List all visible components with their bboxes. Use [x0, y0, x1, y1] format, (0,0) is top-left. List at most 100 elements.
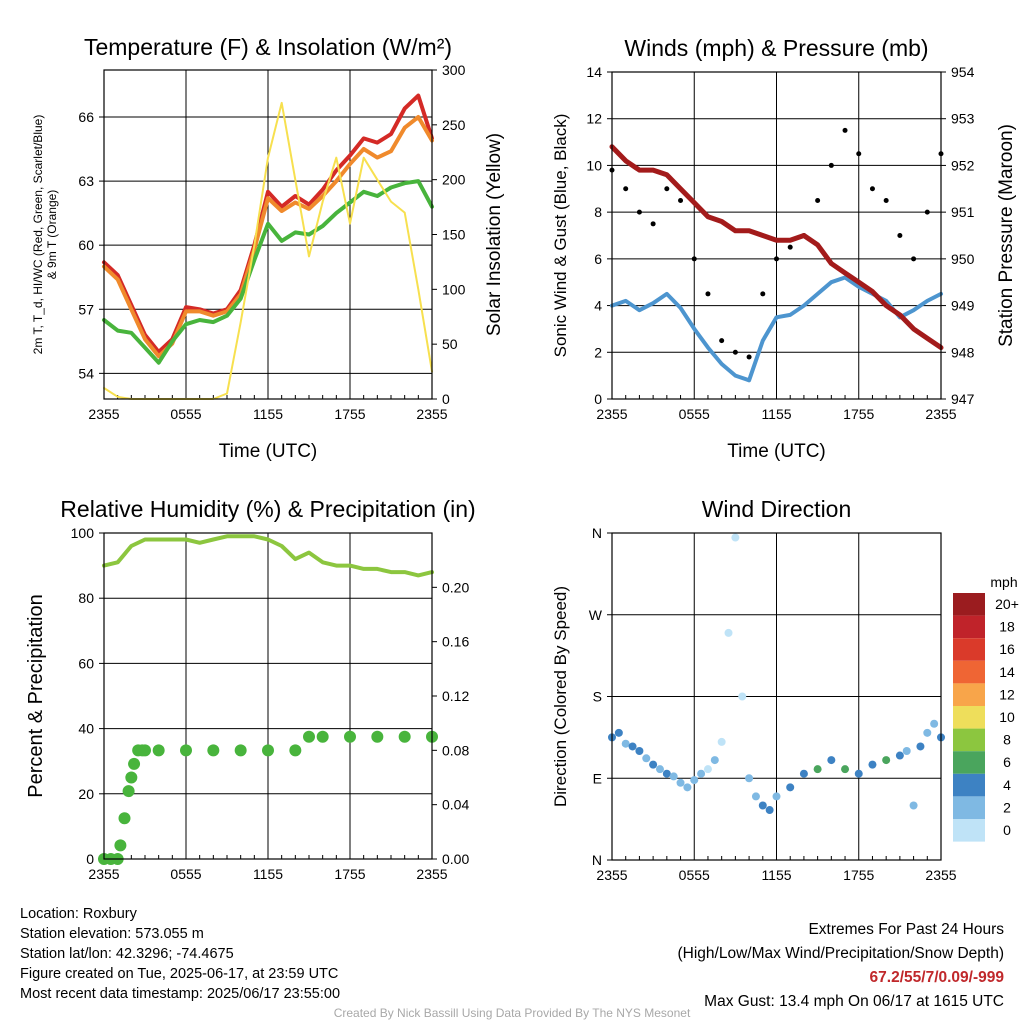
- wind-direction-point: [930, 719, 939, 728]
- y-axis-label: 2m T, T_d, HI/WC (Red, Green, Scarlet/Bl…: [31, 115, 45, 355]
- y2-tick-label: 300: [442, 62, 466, 78]
- wind-direction-point: [662, 769, 671, 778]
- wind-direction-point: [909, 801, 918, 810]
- series-gust-point: [924, 209, 930, 215]
- legend-swatch: [953, 773, 985, 797]
- y-axis-label: Direction (Colored By Speed): [551, 586, 570, 807]
- series-precip-point: [128, 757, 141, 770]
- x-tick-label: 1155: [253, 406, 283, 422]
- extremes-values: 67.2/55/7/0.09/-999: [869, 969, 1004, 986]
- x-tick-label: 2355: [416, 866, 447, 882]
- series-precip-point: [139, 744, 151, 757]
- max-gust: Max Gust: 13.4 mph On 06/17 at 1615 UTC: [704, 993, 1004, 1010]
- wind-direction-point: [765, 806, 774, 815]
- wind-direction-point: [854, 769, 863, 778]
- wind-direction-point: [614, 728, 623, 737]
- chart-panel-1: 2355 0555 1155 1755 2355 54 57 60 63 66 0 50 100 150 2…: [31, 34, 505, 462]
- y2-tick-label: 100: [442, 281, 466, 297]
- y2-tick-label: 50: [442, 336, 458, 352]
- series-precip-point: [371, 730, 384, 743]
- series-precip-point: [289, 744, 302, 757]
- series-gust-point: [636, 209, 642, 215]
- y2-tick-label: 0.12: [442, 688, 469, 704]
- x-axis-label: Time (UTC): [219, 441, 318, 462]
- y-tick-label: 54: [78, 365, 94, 381]
- x-tick-label: 1155: [761, 867, 791, 883]
- x-tick-label: 2355: [925, 406, 956, 422]
- extremes-title: Extremes For Past 24 Hours: [808, 921, 1004, 938]
- legend-label: 0: [1003, 822, 1011, 838]
- chart-panel-4: 2355 0555 1155 1755 2355NESWNmph20+181614121…: [551, 496, 1019, 883]
- wind-direction-point: [916, 742, 925, 751]
- series-rh-line: [102, 534, 434, 578]
- plot-border: [611, 532, 942, 861]
- series-gust-point: [883, 197, 889, 203]
- y2-axis-label: Station Pressure (Maroon): [996, 124, 1017, 347]
- series-gust-point: [732, 349, 738, 355]
- series-gust-point: [842, 127, 848, 133]
- chart-title: Wind Direction: [702, 496, 852, 522]
- series-gust-point: [828, 162, 834, 168]
- legend-swatch: [953, 638, 985, 661]
- y2-tick-label: 0.08: [442, 742, 469, 758]
- y-tick-label: N: [592, 525, 602, 541]
- y2-tick-label: 0.16: [442, 634, 469, 650]
- series-wind-line: [610, 275, 943, 383]
- x-tick-label: 0555: [170, 866, 201, 882]
- y-tick-label: 8: [594, 204, 602, 220]
- series-precip-point: [234, 744, 247, 757]
- x-tick-label: 2355: [596, 867, 627, 883]
- station-location: Location: Roxbury: [20, 906, 137, 922]
- legend-swatch: [953, 819, 985, 842]
- series-gust-point: [787, 244, 793, 250]
- series-pressure-line: [609, 144, 944, 351]
- series-gust-point: [760, 291, 766, 297]
- x-tick-label: 2355: [88, 866, 119, 882]
- series-precip-point: [207, 744, 220, 757]
- series-precip-point: [122, 785, 135, 798]
- y-tick-label: 14: [586, 64, 602, 80]
- credit-line: Created By Nick Bassill Using Data Provi…: [333, 1006, 691, 1020]
- y-tick-label: 20: [78, 786, 94, 802]
- plot-border: [103, 532, 433, 860]
- y-tick-label: 40: [78, 721, 94, 737]
- series-temp-line: [102, 93, 434, 354]
- series-precip-point: [344, 730, 356, 743]
- x-tick-label: 0555: [679, 406, 710, 422]
- series-gust-point: [869, 186, 875, 192]
- series-precip-point: [262, 744, 274, 757]
- y-tick-label: 100: [71, 525, 95, 541]
- y2-tick-label: 949: [951, 298, 975, 314]
- wind-direction-point: [745, 774, 754, 783]
- y-tick-label: 63: [78, 173, 94, 189]
- series-gust-point: [746, 354, 752, 360]
- y2-tick-label: 250: [442, 117, 466, 133]
- y-tick-label: 60: [78, 655, 94, 671]
- y-tick-label: 57: [78, 301, 94, 317]
- chart-panel-2: 2355 0555 1155 1755 235502468101214947948949…: [551, 35, 1017, 462]
- legend-swatch: [953, 683, 985, 706]
- x-tick-label: 0555: [170, 406, 201, 422]
- wind-direction-point: [649, 760, 658, 769]
- station-latlon: Station lat/lon: 42.3296; -74.4675: [20, 946, 234, 962]
- recent-timestamp: Most recent data timestamp: 2025/06/17 2…: [20, 986, 341, 1002]
- series-gust-point: [691, 256, 697, 262]
- y2-tick-label: 954: [951, 64, 975, 80]
- y-tick-label: 2: [594, 344, 602, 360]
- y2-tick-label: 952: [951, 157, 975, 173]
- x-tick-label: 2355: [596, 406, 627, 422]
- series-temp_9m-line: [102, 115, 434, 359]
- series-gust-point: [623, 186, 629, 192]
- y2-tick-label: 200: [442, 172, 466, 188]
- station-elevation: Station elevation: 573.055 m: [20, 926, 204, 942]
- y-tick-label: N: [592, 852, 602, 868]
- y2-tick-label: 953: [951, 111, 975, 127]
- figure-created: Figure created on Tue, 2025-06-17, at 23…: [20, 966, 339, 982]
- y2-tick-label: 0.04: [442, 797, 469, 813]
- series-precip-point: [303, 730, 315, 743]
- wind-direction-point: [676, 778, 685, 787]
- wind-direction-point: [724, 628, 733, 637]
- legend-label: 14: [999, 664, 1015, 680]
- wind-direction-point: [635, 747, 644, 755]
